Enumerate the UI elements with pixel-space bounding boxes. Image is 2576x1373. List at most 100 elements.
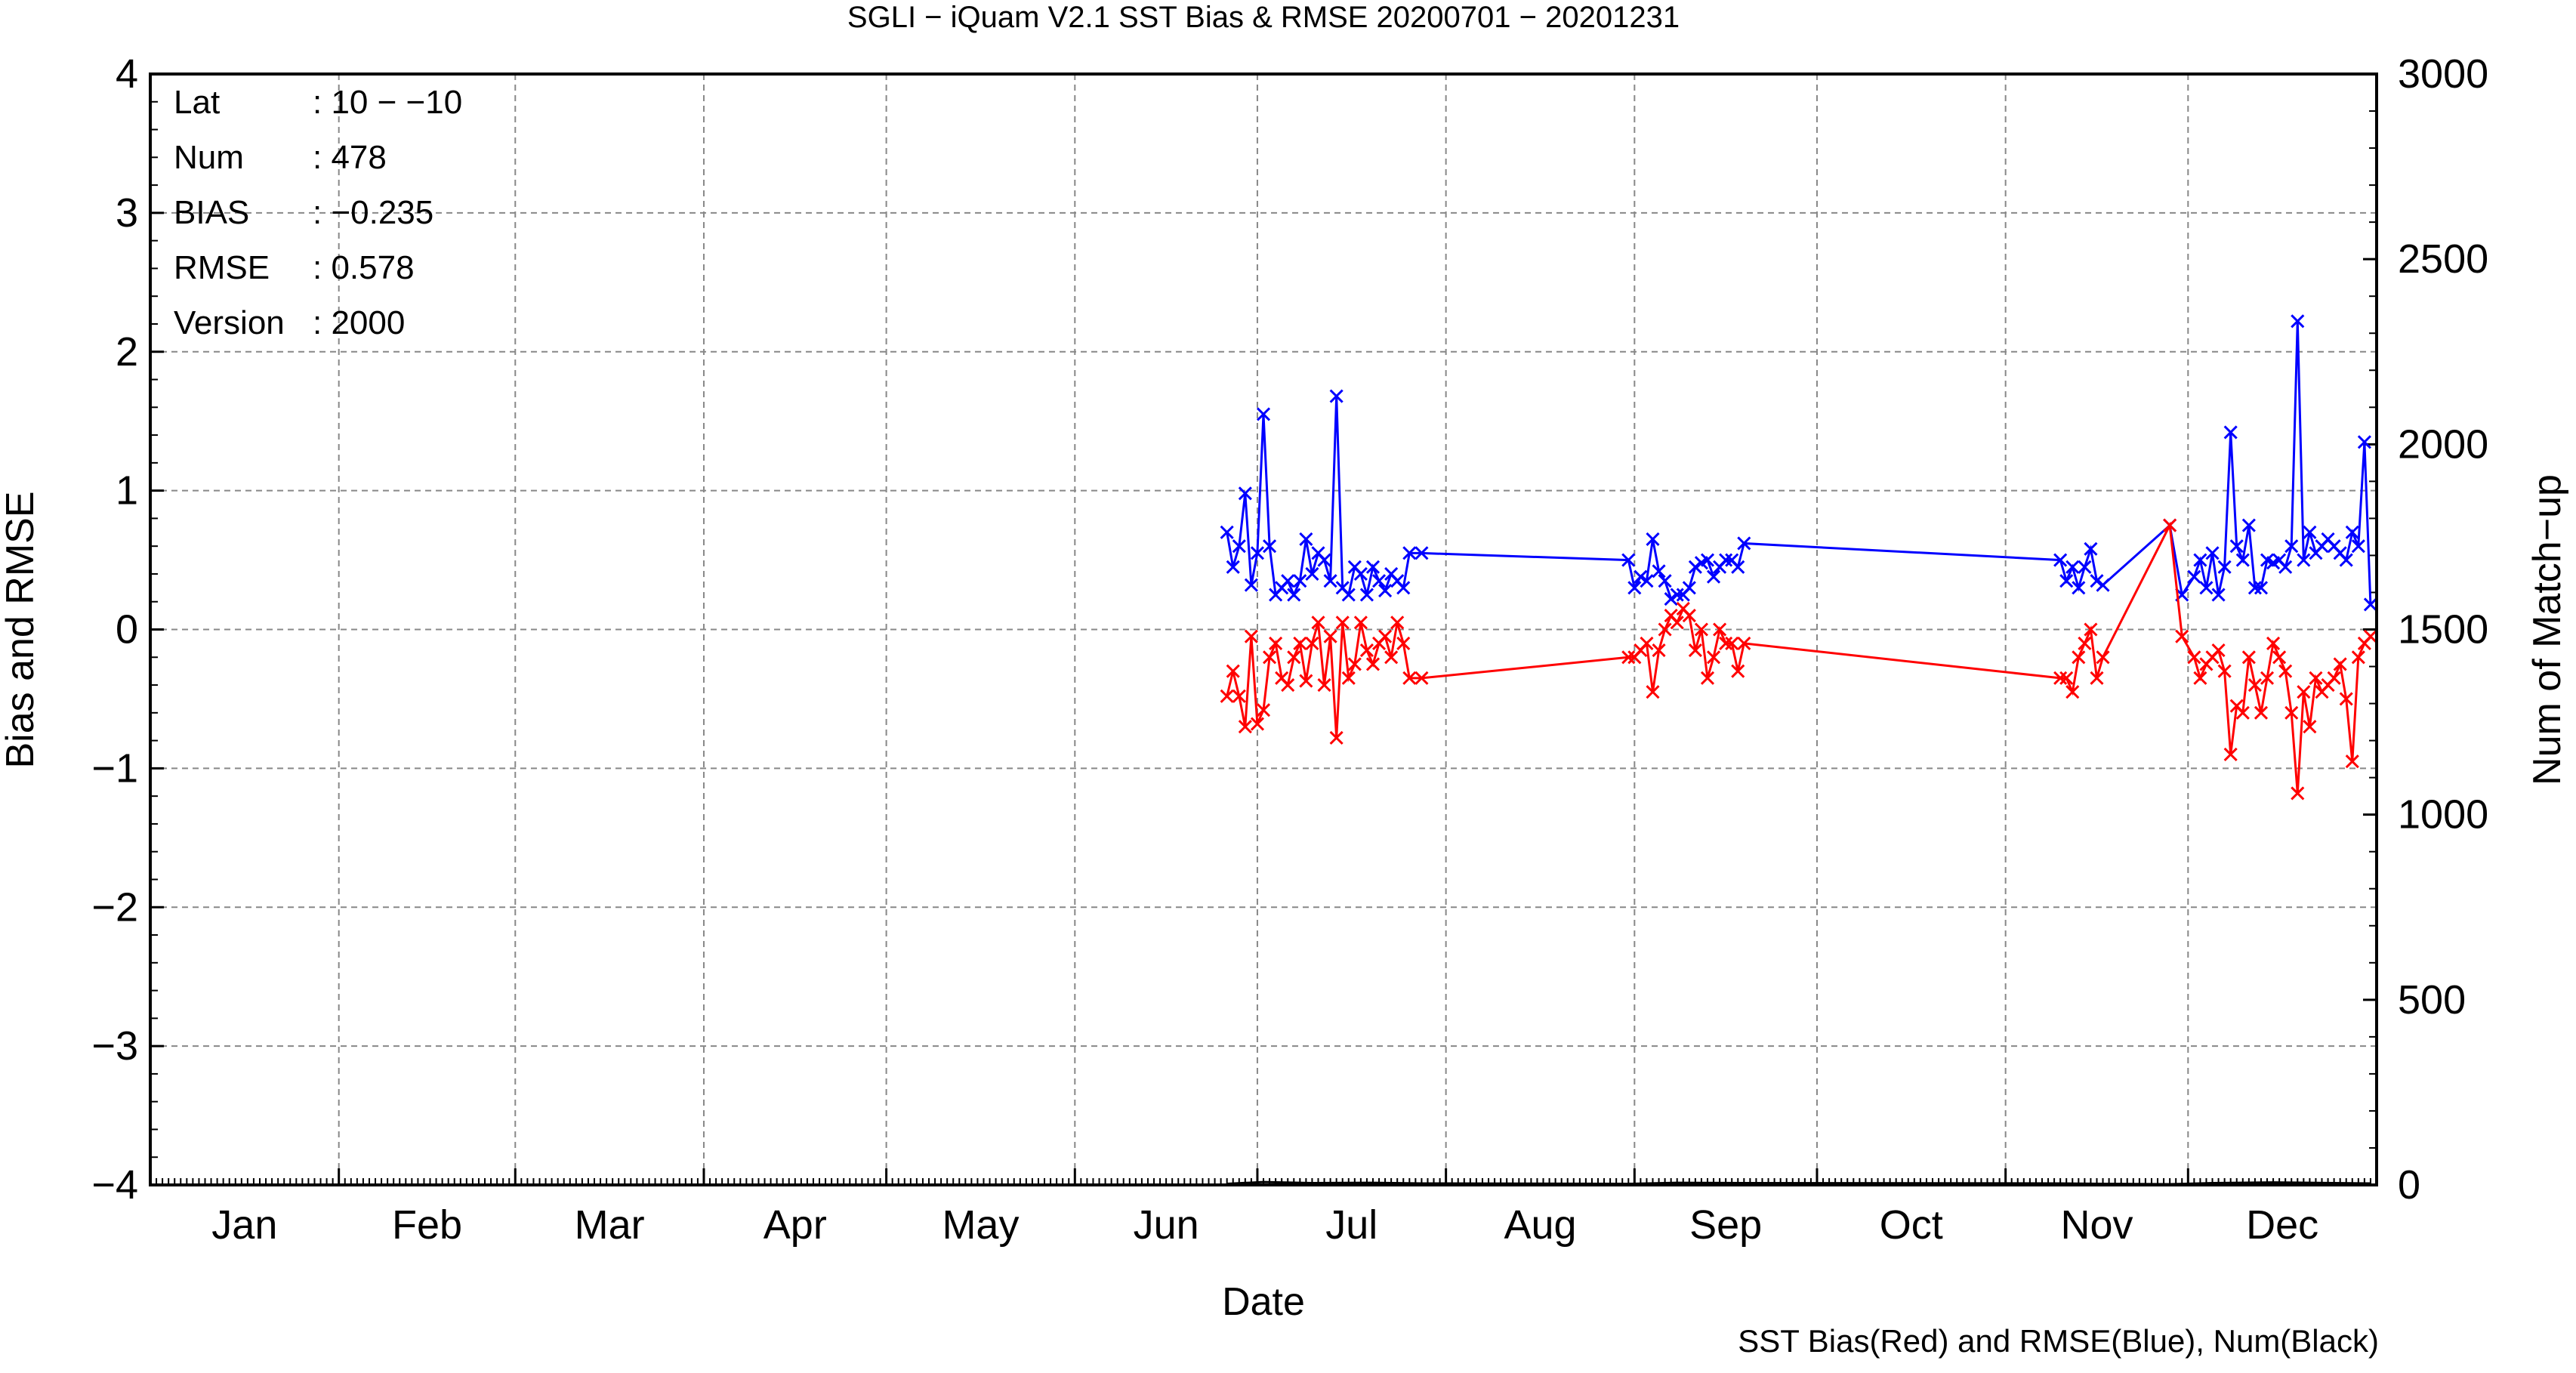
series-point (2247, 581, 2262, 595)
series-group (1226, 1180, 2371, 1186)
series-point (2065, 560, 2080, 574)
series-point (1621, 553, 1636, 567)
y-tick-label: 2 (116, 329, 138, 375)
series-point (1378, 583, 1393, 598)
series-point (2084, 622, 2098, 637)
series-point (2351, 650, 2365, 665)
info-value: : 2000 (313, 304, 405, 341)
series-point (1652, 643, 1666, 658)
series-point (1244, 629, 1258, 643)
series-point (2090, 671, 2104, 685)
y2-tick-label: 3000 (2398, 51, 2488, 97)
info-value: : 0.578 (313, 249, 415, 286)
series-point (2235, 705, 2250, 720)
x-tick-label: Feb (392, 1202, 462, 1248)
series-point (1621, 650, 1636, 665)
series-point (2357, 435, 2371, 449)
series-point (2278, 664, 2293, 678)
series-point (1220, 525, 1234, 539)
series-point (2078, 560, 2092, 574)
series-point (1226, 560, 1240, 574)
series-point (1256, 407, 1271, 421)
y2-tick-label: 1500 (2398, 607, 2488, 653)
series-point (1365, 560, 1381, 574)
series-point (2096, 578, 2110, 592)
series-point (2291, 786, 2305, 801)
series-point (1220, 689, 1234, 703)
y-tick-label: −4 (91, 1162, 138, 1208)
series-point (1311, 616, 1325, 630)
plot-frame (149, 73, 2378, 1186)
series-point (1658, 622, 1672, 637)
series-point (2235, 553, 2250, 567)
series-point (2241, 518, 2256, 532)
series-point (1725, 636, 1739, 650)
x-tick-label: Oct (1880, 1202, 1943, 1248)
series-point (1700, 671, 1715, 685)
chart-title: SGLI − iQuam V2.1 SST Bias & RMSE 202007… (847, 1, 1680, 34)
series-point (1293, 636, 1307, 650)
series-point (2053, 553, 2068, 567)
series-point (1371, 574, 1387, 588)
series-point (2327, 671, 2341, 685)
series-point (1670, 616, 1684, 630)
series-point (2211, 588, 2226, 602)
y-tick-label: 0 (116, 607, 138, 653)
series-point (2345, 754, 2359, 769)
series-point (1719, 553, 1733, 567)
series-point (2059, 671, 2074, 685)
x-tick-label: Nov (2060, 1202, 2133, 1248)
series-point (2333, 657, 2347, 671)
series-point (1640, 574, 1654, 588)
series-point (1353, 616, 1368, 630)
series-point (1706, 569, 1721, 584)
series-point (2217, 560, 2232, 574)
series-point (2193, 553, 2207, 567)
series-point (1359, 643, 1374, 658)
series-point (1329, 730, 1344, 745)
series-point (1414, 546, 1429, 560)
info-key: BIAS (174, 194, 249, 231)
series-point (1713, 622, 1727, 637)
series-point (2309, 671, 2323, 685)
x-tick-label: Jun (1134, 1202, 1199, 1248)
series-point (1682, 609, 1696, 623)
series-point (1232, 539, 1246, 554)
series-point (1731, 664, 1745, 678)
series-point (2175, 629, 2189, 643)
series-point (1281, 574, 1295, 588)
series-point (2072, 581, 2086, 595)
series-point (1700, 553, 1715, 567)
series-point (1737, 636, 1751, 650)
series-point (2247, 677, 2262, 693)
series-point (1682, 581, 1696, 595)
series-point (1688, 643, 1702, 658)
y-tick-label: 4 (116, 51, 138, 97)
series-point (1287, 588, 1301, 602)
series-point (1244, 578, 1258, 592)
series-point (2272, 650, 2287, 665)
series-point (2193, 671, 2207, 685)
series-point (1634, 569, 1648, 584)
series-point (1299, 674, 1313, 688)
series-point (1299, 532, 1313, 547)
series-point (1365, 657, 1381, 671)
series-group (1220, 518, 2378, 801)
info-key: Version (174, 304, 285, 341)
y2-tick-label: 1000 (2398, 792, 2488, 838)
series-point (2260, 671, 2275, 685)
y-tick-label: −2 (91, 884, 138, 930)
series-point (2163, 518, 2177, 532)
series-point (1293, 574, 1307, 588)
series-point (1250, 546, 1265, 560)
series-point (1359, 588, 1374, 602)
series-point (2284, 705, 2299, 720)
series-point (1256, 703, 1271, 717)
series-point (1737, 536, 1751, 551)
series-point (2205, 546, 2220, 560)
series-point (2059, 574, 2074, 588)
series-point (1341, 588, 1356, 602)
chart-footer: SST Bias(Red) and RMSE(Blue), Num(Black) (1738, 1323, 2379, 1359)
series-point (2053, 671, 2068, 685)
y-axis-label: Bias and RMSE (0, 491, 42, 768)
